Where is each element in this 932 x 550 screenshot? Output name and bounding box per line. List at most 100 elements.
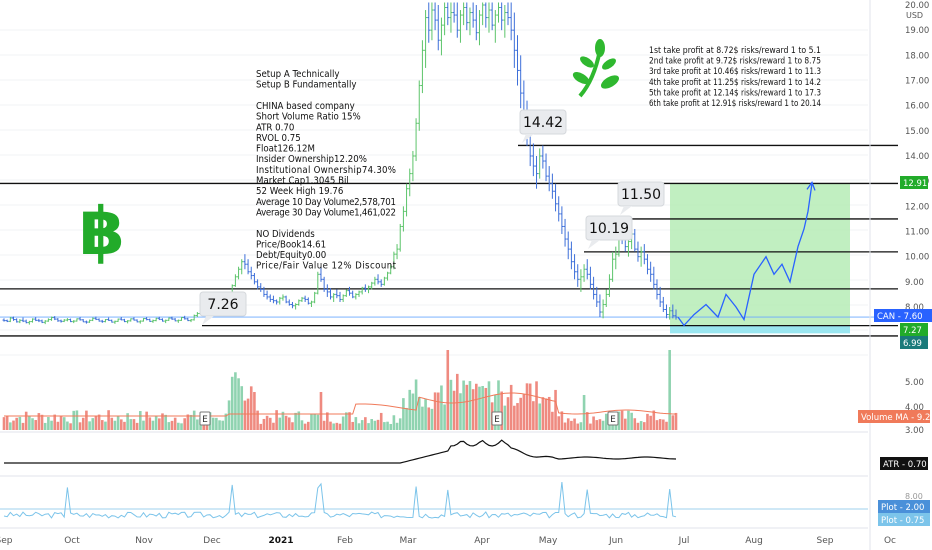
time-tick-label: Sep xyxy=(0,536,13,546)
volume-bar xyxy=(256,410,259,430)
time-tick-label: Nov xyxy=(135,536,153,546)
volume-bar xyxy=(139,411,142,430)
volume-bar xyxy=(658,419,662,430)
volume-bar xyxy=(94,416,98,430)
take-profit-note: 5th take profit at 12.14$ risks/reward 1… xyxy=(649,87,821,98)
volume-bar xyxy=(123,421,126,430)
price-tag-label: Plot - 0.75 xyxy=(881,516,924,526)
volume-bar xyxy=(630,412,633,430)
volume-bar xyxy=(173,417,177,430)
callout-label: 7.26 xyxy=(207,297,238,313)
risk-reward-zones xyxy=(670,183,850,334)
volume-bar xyxy=(402,398,405,430)
volume-bar xyxy=(154,415,158,430)
currency-label: USD xyxy=(906,11,923,20)
volume-bar xyxy=(532,401,535,430)
leaf xyxy=(602,58,616,70)
time-tick-label: May xyxy=(539,536,558,546)
volume-bar xyxy=(633,418,637,430)
volume-bar xyxy=(329,421,332,430)
leaf xyxy=(580,56,594,68)
volume-bar xyxy=(592,416,595,430)
volume-bar xyxy=(319,392,323,430)
volume-bar xyxy=(91,418,95,430)
note-line: Short Volume Ratio 15% xyxy=(256,112,361,123)
price-tick-label: 17.00 xyxy=(905,77,929,87)
volume-bar xyxy=(37,413,41,430)
volume-bar xyxy=(468,381,472,430)
time-tick-label: Feb xyxy=(337,536,353,546)
volume-bar xyxy=(43,422,47,430)
volume-bar xyxy=(465,384,469,430)
earnings-marker xyxy=(199,411,211,426)
volume-bar xyxy=(278,417,282,430)
volume-bar xyxy=(541,397,545,430)
volume-bar xyxy=(240,386,244,430)
volume-bar xyxy=(646,413,649,430)
volume-bar xyxy=(56,421,60,430)
volume-bar xyxy=(560,411,564,430)
callout-label: 14.42 xyxy=(523,115,563,131)
volume-bar xyxy=(265,415,269,430)
volume-bar xyxy=(509,384,513,430)
volume-bar xyxy=(177,422,180,430)
time-tick-label: Sep xyxy=(817,536,834,546)
volume-bar xyxy=(316,414,320,430)
volume-bar xyxy=(186,414,190,430)
leaf xyxy=(595,39,605,57)
volume-bars xyxy=(2,350,678,430)
volume-bar xyxy=(446,350,450,430)
volume-bar xyxy=(66,421,69,430)
callout-box xyxy=(617,181,665,207)
price-tick-label: 18.00 xyxy=(905,51,929,61)
volume-bar xyxy=(12,420,15,430)
volume-bar xyxy=(398,418,402,430)
price-tick-label: 14.00 xyxy=(905,152,929,162)
volume-bar xyxy=(360,420,364,430)
volume-bar xyxy=(243,400,247,430)
volume-bar xyxy=(148,417,152,430)
price-tick-label: 8.00 xyxy=(905,303,924,313)
volume-bar xyxy=(424,399,427,430)
volume-bar xyxy=(623,418,627,430)
profit-zone xyxy=(670,183,850,326)
price-tag xyxy=(900,176,928,189)
price-tag xyxy=(874,309,932,322)
volume-bar xyxy=(459,393,462,430)
volume-bar xyxy=(525,383,529,430)
volume-bar xyxy=(5,416,9,430)
volume-bar xyxy=(674,412,678,430)
volume-bar xyxy=(211,417,215,430)
price-tick-label: 5.00 xyxy=(905,378,924,388)
volume-bar xyxy=(129,419,133,430)
volume-bar xyxy=(436,392,440,430)
volume-bar xyxy=(417,397,421,430)
volume-bar xyxy=(119,419,123,430)
volume-bar xyxy=(487,381,491,430)
time-tick-label: Jun xyxy=(608,536,623,546)
leaf xyxy=(572,72,590,84)
volume-bar xyxy=(389,423,393,430)
volume-bar xyxy=(341,416,345,430)
volume-bar xyxy=(287,417,291,430)
volume-bar xyxy=(21,422,25,430)
volume-bar xyxy=(570,420,573,430)
volume-bar xyxy=(519,397,522,430)
volume-bar xyxy=(395,422,399,430)
volume-bar xyxy=(183,418,186,430)
note-line: Debt/Equity0.00 xyxy=(256,250,326,261)
volume-bar xyxy=(595,420,599,430)
price-tick-label: 12.00 xyxy=(905,202,929,212)
take-profit-note: 3rd take profit at 10.46$ risks/reward 1… xyxy=(649,66,821,77)
volume-bar xyxy=(218,420,221,430)
price-tag xyxy=(900,336,928,349)
volume-bar xyxy=(379,412,383,430)
volume-bar xyxy=(259,423,263,430)
volume-bar xyxy=(313,414,316,430)
volume-bar xyxy=(249,386,253,430)
volume-bar xyxy=(230,376,234,430)
volume-bar xyxy=(421,406,424,430)
volume-bar xyxy=(551,411,554,430)
price-tick-label: 15.00 xyxy=(905,127,929,137)
